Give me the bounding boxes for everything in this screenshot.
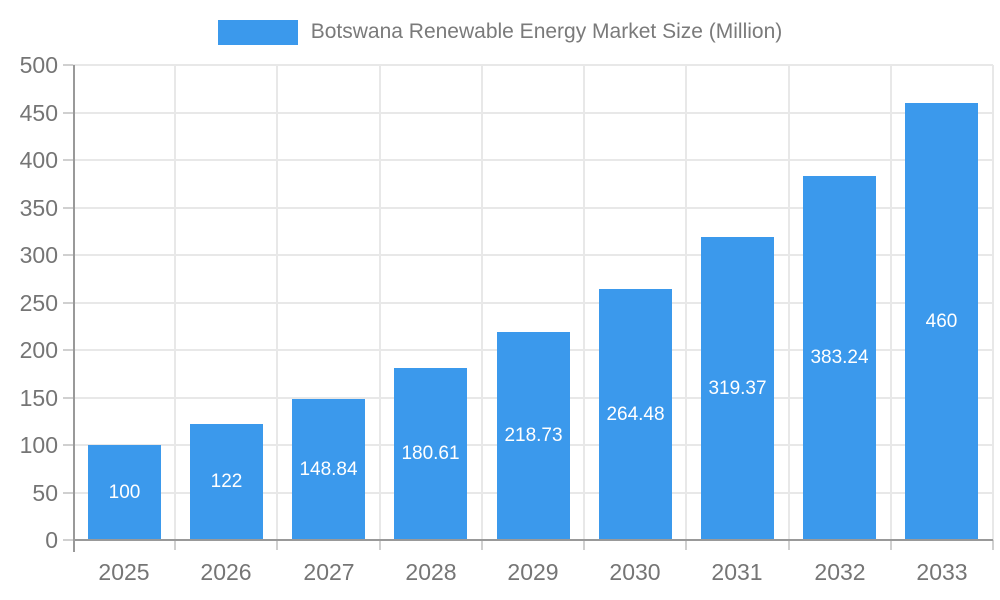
bar-value-label: 264.48 (606, 403, 665, 425)
x-axis-tick (276, 540, 278, 550)
x-axis-tick-label: 2031 (711, 559, 763, 585)
x-gridline (583, 65, 585, 540)
legend-swatch-icon (217, 19, 298, 45)
bar-value-label: 180.61 (401, 443, 460, 464)
y-axis-tick-label: 350 (19, 195, 58, 221)
y-axis-tick (63, 302, 73, 304)
bar-value-label: 460 (925, 310, 958, 332)
x-axis-tick (583, 540, 585, 550)
x-gridline (685, 65, 687, 540)
y-axis-tick (63, 64, 73, 66)
bar-2025[interactable]: 100 (88, 445, 161, 540)
bar-2030[interactable]: 264.48 (599, 289, 672, 540)
bar-value-label: 100 (108, 481, 141, 503)
y-gridline (73, 207, 993, 209)
bar-value-label: 319.37 (708, 377, 767, 399)
x-axis-tick (992, 540, 994, 550)
y-axis-tick-label: 500 (19, 52, 58, 78)
x-gridline (890, 65, 892, 540)
y-axis-tick (63, 444, 73, 446)
x-axis-tick-label: 2027 (303, 559, 355, 585)
x-gridline (379, 65, 381, 540)
y-gridline (73, 112, 993, 114)
y-axis-tick (63, 397, 73, 399)
x-gridline (276, 65, 278, 540)
bar-2029[interactable]: 218.73 (497, 332, 570, 540)
bar-2031[interactable]: 319.37 (701, 237, 774, 540)
bar-2026[interactable]: 122 (190, 424, 263, 540)
y-axis-tick (63, 112, 73, 114)
bar-2027[interactable]: 148.84 (292, 399, 365, 540)
y-axis-tick-label: 150 (19, 385, 58, 411)
x-gridline (174, 65, 176, 540)
x-gridline (788, 65, 790, 540)
bar-2028[interactable]: 180.61 (394, 368, 467, 540)
y-axis-tick (63, 207, 73, 209)
y-axis-tick (63, 254, 73, 256)
y-axis-line (73, 65, 75, 552)
y-axis-tick-label: 250 (19, 290, 58, 316)
y-gridline (73, 64, 993, 66)
x-axis-line (73, 539, 993, 541)
bar-value-label: 148.84 (299, 458, 358, 480)
bar-2032[interactable]: 383.24 (803, 176, 876, 540)
x-axis-tick-label: 2025 (98, 559, 150, 585)
bar-value-label: 218.73 (504, 425, 563, 446)
y-axis-tick-label: 400 (19, 147, 58, 173)
y-axis-tick (63, 159, 73, 161)
bar-value-label: 122 (210, 471, 243, 492)
y-gridline (73, 302, 993, 304)
x-axis-tick (379, 540, 381, 550)
bar-value-label: 383.24 (810, 347, 869, 368)
x-axis-tick-label: 2030 (609, 559, 661, 585)
x-axis-tick (890, 540, 892, 550)
y-gridline (73, 159, 993, 161)
y-axis-tick (63, 349, 73, 351)
y-axis-tick-label: 300 (19, 242, 58, 268)
plot-area: 100 122 148.84 180.61 218.73 264.48 319.37 383.… (63, 64, 994, 552)
x-axis-tick-label: 2029 (507, 559, 559, 585)
x-axis-tick (788, 540, 790, 550)
y-axis-tick (63, 539, 73, 541)
x-axis-tick-label: 2026 (200, 559, 252, 585)
y-gridline (73, 254, 993, 256)
y-axis-tick-label: 450 (19, 100, 58, 126)
y-axis-tick (63, 492, 73, 494)
x-axis-tick-label: 2028 (405, 559, 457, 585)
y-axis-tick-label: 0 (45, 527, 58, 553)
x-gridline (481, 65, 483, 540)
x-axis-tick-label: 2032 (814, 559, 866, 585)
x-axis-tick (174, 540, 176, 550)
x-gridline (992, 65, 994, 540)
y-axis-tick-label: 200 (19, 337, 58, 363)
x-axis-tick-label: 2033 (916, 559, 968, 585)
x-axis-tick (481, 540, 483, 550)
x-axis-tick (685, 540, 687, 550)
bar-2033[interactable]: 460 (905, 103, 978, 540)
chart-title: Botswana Renewable Energy Market Size (M… (310, 20, 783, 43)
y-axis-tick-label: 100 (19, 432, 58, 458)
chart-legend[interactable]: Botswana Renewable Energy Market Size (M… (0, 16, 1000, 48)
y-axis-tick-label: 50 (32, 480, 58, 506)
